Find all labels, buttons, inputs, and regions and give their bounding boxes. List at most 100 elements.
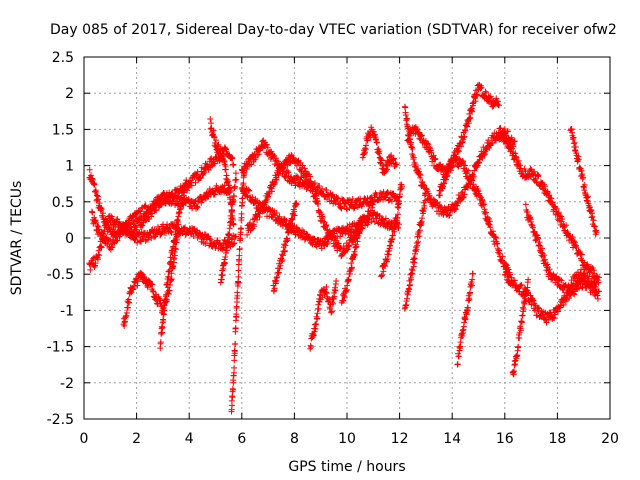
data-point xyxy=(390,190,397,197)
data-point xyxy=(454,361,461,368)
data-point xyxy=(139,213,146,220)
data-point xyxy=(229,386,236,393)
data-point xyxy=(559,216,566,223)
data-point xyxy=(477,85,484,92)
data-point xyxy=(200,170,207,177)
data-point xyxy=(351,204,358,211)
data-point xyxy=(487,93,494,100)
data-point xyxy=(230,221,237,228)
data-point xyxy=(326,297,333,304)
data-point xyxy=(157,202,164,209)
data-point xyxy=(255,151,262,158)
data-point xyxy=(410,263,417,270)
point-series-track-05 xyxy=(157,177,190,352)
point-series-track-13 xyxy=(307,278,340,352)
data-point xyxy=(221,236,228,243)
data-point xyxy=(223,172,230,179)
data-point xyxy=(348,260,355,267)
data-point xyxy=(226,230,233,237)
data-point xyxy=(413,125,420,132)
data-point xyxy=(367,207,374,214)
data-point xyxy=(243,166,250,173)
data-point xyxy=(590,267,597,274)
data-point xyxy=(154,301,161,308)
data-point xyxy=(388,198,395,205)
data-point xyxy=(313,320,320,327)
data-point xyxy=(144,284,151,291)
data-point xyxy=(96,252,103,259)
data-point xyxy=(206,235,213,242)
y-tick-label: -1.5 xyxy=(47,340,74,356)
data-point xyxy=(470,173,477,180)
data-point xyxy=(404,115,411,122)
data-point xyxy=(215,141,222,148)
data-point xyxy=(235,279,242,286)
data-point xyxy=(420,208,427,215)
data-point xyxy=(453,155,460,162)
data-point xyxy=(469,108,476,115)
data-point xyxy=(581,270,588,277)
data-point xyxy=(393,221,400,228)
data-point xyxy=(456,156,463,163)
data-point xyxy=(461,133,468,140)
data-point xyxy=(124,221,131,228)
data-point xyxy=(94,223,101,230)
data-point xyxy=(350,205,357,212)
data-point xyxy=(116,230,123,237)
data-point xyxy=(217,145,224,152)
data-point xyxy=(484,214,491,221)
data-point xyxy=(93,188,100,195)
data-point xyxy=(468,282,475,289)
data-point xyxy=(486,218,493,225)
data-point xyxy=(315,305,322,312)
data-point xyxy=(413,246,420,253)
data-point xyxy=(229,394,236,401)
data-point xyxy=(524,209,531,216)
data-point xyxy=(525,276,532,283)
data-point xyxy=(281,247,288,254)
data-point xyxy=(229,402,236,409)
data-point xyxy=(172,246,179,253)
data-point xyxy=(594,292,601,299)
data-point xyxy=(354,238,361,245)
data-point xyxy=(337,244,344,251)
y-tick-label: -2 xyxy=(60,376,74,392)
data-point xyxy=(469,270,476,277)
data-point xyxy=(383,167,390,174)
data-point xyxy=(222,166,229,173)
data-point xyxy=(264,144,271,151)
data-point xyxy=(575,156,582,163)
data-point xyxy=(148,280,155,287)
data-point xyxy=(293,201,300,208)
point-series-track-15 xyxy=(359,124,400,176)
data-point xyxy=(379,272,386,279)
data-point xyxy=(323,187,330,194)
data-point xyxy=(466,296,473,303)
data-point xyxy=(455,353,462,360)
data-point xyxy=(226,225,233,232)
data-point xyxy=(593,273,600,280)
data-point xyxy=(207,236,214,243)
data-point xyxy=(373,139,380,146)
data-point xyxy=(178,205,185,212)
data-point xyxy=(218,276,225,283)
data-point xyxy=(157,201,164,208)
data-point xyxy=(149,281,156,288)
data-point xyxy=(256,214,263,221)
data-point xyxy=(465,120,472,127)
data-point xyxy=(503,268,510,275)
data-point xyxy=(590,217,597,224)
data-point xyxy=(284,167,291,174)
data-point xyxy=(89,209,96,216)
plot-frame xyxy=(83,56,611,420)
data-point xyxy=(555,209,562,216)
data-point xyxy=(555,276,562,283)
point-series-track-16 xyxy=(378,181,405,280)
data-point xyxy=(465,167,472,174)
data-point xyxy=(418,132,425,139)
data-point xyxy=(508,145,515,152)
data-point xyxy=(517,327,524,334)
data-point xyxy=(415,238,422,245)
data-point xyxy=(522,201,529,208)
data-point xyxy=(464,123,471,130)
